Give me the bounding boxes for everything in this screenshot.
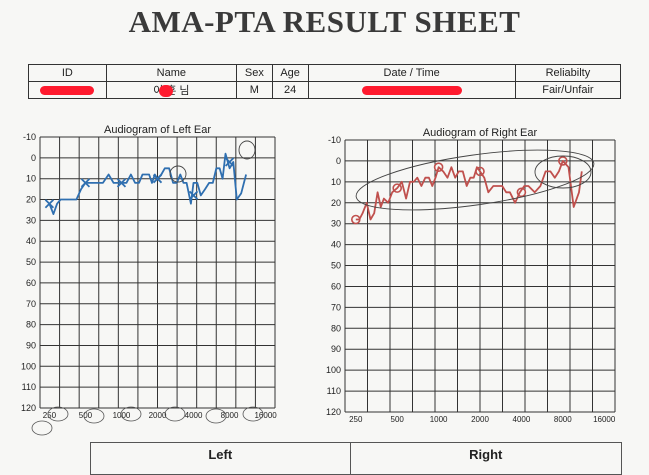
info-header-row: ID Name Sex Age Date / Time Reliabilty bbox=[28, 64, 622, 82]
page-title: AMA-PTA RESULT SHEET bbox=[128, 4, 521, 39]
right-y-tick-label: 80 bbox=[331, 323, 341, 333]
summary-table: Left Right bbox=[90, 442, 623, 475]
left-column-header: Left bbox=[90, 442, 351, 475]
left-y-tick-label: 110 bbox=[22, 382, 36, 392]
right-y-tick-label: 100 bbox=[326, 365, 341, 375]
reliability-value: Fair/Unfair bbox=[514, 81, 622, 99]
right-x-tick-label: 16000 bbox=[593, 415, 616, 424]
right-x-tick-label: 8000 bbox=[554, 415, 572, 424]
right-y-tick-label: 50 bbox=[331, 261, 341, 271]
name-value: 이 훈 님 bbox=[105, 81, 238, 99]
left-x-tick-label: 250 bbox=[43, 411, 57, 420]
info-table: ID Name Sex Age Date / Time Reliabilty 이… bbox=[28, 64, 622, 99]
left-y-tick-label: 10 bbox=[26, 174, 36, 184]
left-ear-annotation-circle bbox=[47, 406, 69, 422]
info-value-row: 이 훈 님 M 24 Fair/Unfair bbox=[28, 81, 622, 99]
left-y-tick-label: 60 bbox=[26, 278, 36, 288]
left-ear-annotation-circle bbox=[83, 408, 105, 424]
left-ear-annotation-circle bbox=[169, 165, 187, 183]
left-y-tick-label: 30 bbox=[26, 215, 36, 225]
left-y-tick-label: 40 bbox=[26, 236, 36, 246]
right-o-marker bbox=[516, 187, 527, 198]
left-ear-annotation-circle bbox=[31, 420, 53, 436]
name-redaction-mark bbox=[158, 85, 173, 97]
right-x-tick-label: 250 bbox=[349, 415, 363, 424]
left-y-tick-label: 80 bbox=[26, 320, 36, 330]
left-x-marker bbox=[152, 174, 163, 184]
right-x-tick-label: 1000 bbox=[430, 415, 448, 424]
right-o-marker bbox=[475, 166, 485, 177]
name-header: Name bbox=[105, 64, 238, 82]
right-o-marker bbox=[350, 214, 361, 225]
right-y-tick-label: -10 bbox=[328, 135, 341, 145]
redaction-mark bbox=[40, 85, 95, 95]
right-ear-annotation-ellipse bbox=[355, 149, 595, 211]
right-x-tick-label: 2000 bbox=[471, 415, 489, 424]
left-ear-annotation-circle bbox=[238, 140, 256, 160]
left-x-marker bbox=[80, 178, 91, 188]
left-y-tick-label: 20 bbox=[26, 195, 36, 205]
left-x-tick-label: 500 bbox=[79, 411, 93, 420]
left-ear-annotation-circle bbox=[242, 406, 264, 422]
left-x-tick-label: 8000 bbox=[221, 411, 239, 420]
left-y-tick-label: 100 bbox=[21, 361, 36, 371]
left-y-tick-label: 90 bbox=[26, 340, 36, 350]
left-x-tick-label: 4000 bbox=[185, 411, 203, 420]
left-chart-title: Audiogram of Left Ear bbox=[103, 124, 211, 136]
left-y-tick-label: -10 bbox=[23, 132, 36, 142]
right-y-tick-label: 60 bbox=[331, 281, 341, 291]
reliability-header: Reliabilty bbox=[514, 64, 622, 82]
right-y-tick-label: 0 bbox=[336, 156, 341, 166]
left-y-tick-label: 70 bbox=[26, 299, 36, 309]
right-o-marker bbox=[433, 162, 444, 172]
age-value: 24 bbox=[271, 81, 309, 99]
left-x-tick-label: 2000 bbox=[149, 411, 167, 420]
right-o-marker bbox=[392, 183, 403, 193]
redaction-mark bbox=[361, 85, 462, 95]
right-y-tick-label: 70 bbox=[331, 302, 341, 312]
left-x-tick-label: 1000 bbox=[113, 411, 131, 420]
left-y-tick-label: 120 bbox=[21, 403, 36, 413]
left-x-marker bbox=[224, 157, 235, 167]
right-y-tick-label: 20 bbox=[331, 198, 341, 208]
left-x-marker bbox=[116, 178, 127, 188]
left-x-tick-label: 16000 bbox=[254, 411, 277, 420]
right-ear-threshold-line bbox=[355, 160, 583, 221]
right-y-tick-label: 90 bbox=[331, 344, 341, 354]
right-column-header: Right bbox=[349, 442, 623, 475]
left-x-marker bbox=[44, 199, 55, 209]
left-ear-annotation-circle bbox=[120, 406, 142, 422]
right-y-tick-label: 120 bbox=[326, 407, 341, 417]
right-ear-annotation-ellipse bbox=[534, 155, 592, 189]
left-x-marker bbox=[188, 190, 199, 201]
left-ear-annotation-circle bbox=[164, 406, 186, 422]
right-chart-title: Audiogram of Right Ear bbox=[422, 127, 538, 139]
left-ear-annotation-circle bbox=[205, 408, 227, 424]
right-x-tick-label: 4000 bbox=[513, 415, 531, 424]
right-x-tick-label: 500 bbox=[391, 415, 405, 424]
left-y-tick-label: 50 bbox=[26, 257, 36, 267]
left-y-tick-label: 0 bbox=[31, 153, 36, 163]
right-y-tick-label: 110 bbox=[327, 386, 341, 396]
right-o-marker bbox=[557, 156, 568, 166]
right-y-tick-label: 10 bbox=[331, 177, 341, 187]
right-y-tick-label: 40 bbox=[331, 240, 341, 250]
right-y-tick-label: 30 bbox=[331, 219, 341, 229]
